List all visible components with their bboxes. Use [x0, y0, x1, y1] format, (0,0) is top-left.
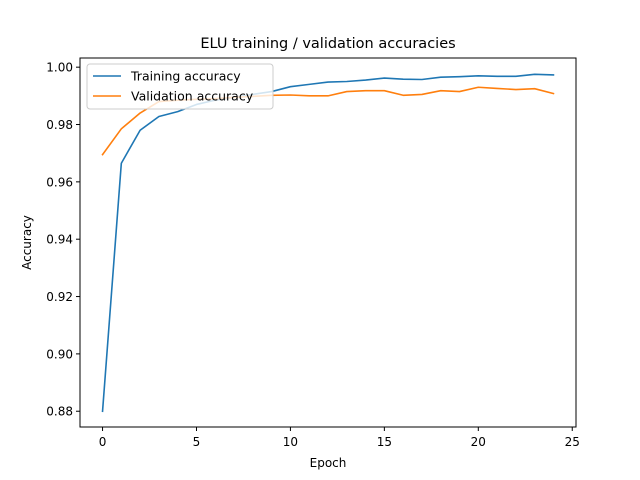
x-tick-label: 25 — [565, 435, 580, 449]
y-tick-label: 0.98 — [46, 118, 73, 132]
y-tick-label: 0.94 — [46, 233, 73, 247]
y-tick-label: 1.00 — [46, 61, 73, 75]
y-tick-label: 0.96 — [46, 175, 73, 189]
x-tick-label: 0 — [99, 435, 107, 449]
y-tick-label: 0.90 — [46, 347, 73, 361]
x-axis-ticks: 0 5 10 15 20 25 — [99, 427, 580, 449]
x-axis-label: Epoch — [310, 456, 347, 470]
x-tick-label: 5 — [193, 435, 201, 449]
plot-area: 0 5 10 15 20 25 0.88 0.90 0.92 0.94 0.96 0.98 1.00 — [46, 57, 580, 449]
y-tick-label: 0.92 — [46, 290, 73, 304]
y-tick-label: 0.88 — [46, 405, 73, 419]
chart-title: ELU training / validation accuracies — [200, 36, 455, 52]
y-axis-ticks: 0.88 0.90 0.92 0.94 0.96 0.98 1.00 — [46, 61, 80, 419]
legend-label: Training accuracy — [130, 69, 241, 84]
axes-frame — [79, 57, 577, 428]
x-tick-label: 15 — [377, 435, 392, 449]
x-tick-label: 10 — [283, 435, 298, 449]
series-layer — [101, 73, 555, 413]
legend-box — [86, 63, 274, 110]
x-tick-label: 20 — [471, 435, 486, 449]
legend-items: Training accuracy Validation accuracy — [93, 69, 254, 104]
legend-label: Validation accuracy — [131, 89, 254, 104]
legend: Training accuracy Validation accuracy — [86, 63, 274, 110]
series-line-training — [101, 73, 555, 413]
y-axis-label: Accuracy — [20, 215, 34, 270]
